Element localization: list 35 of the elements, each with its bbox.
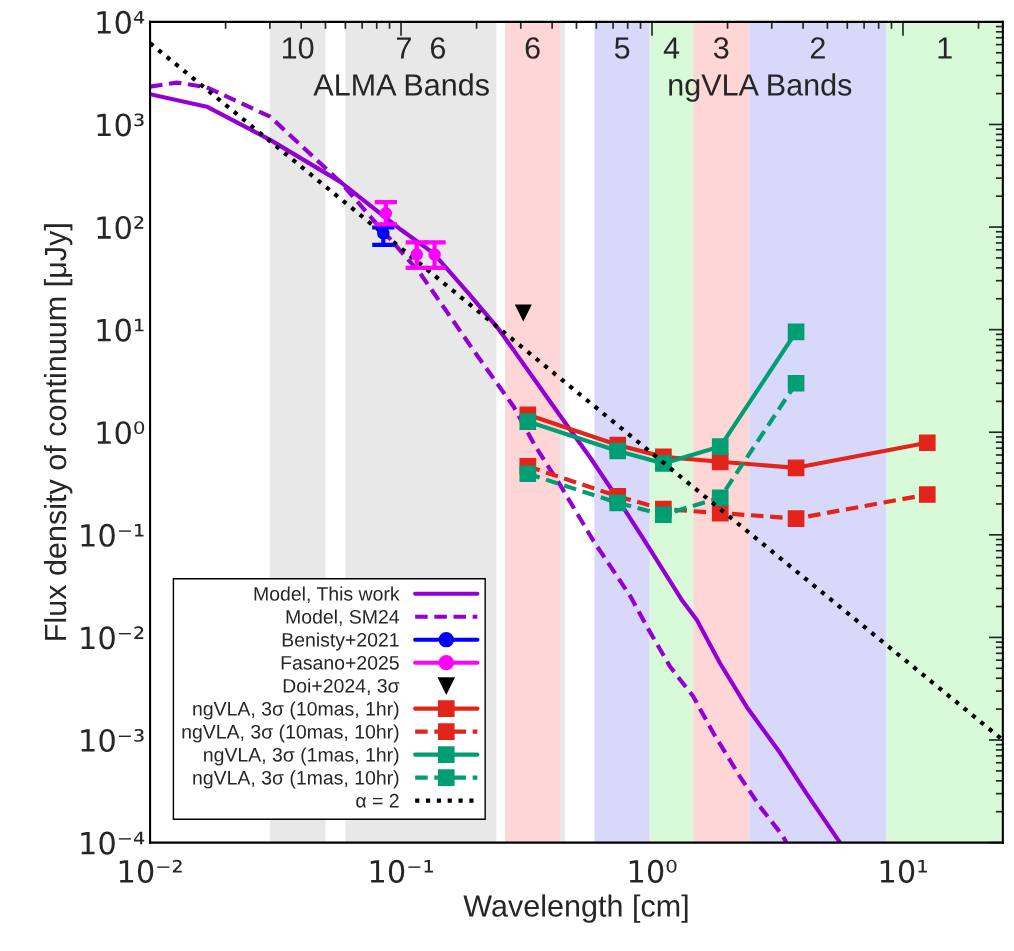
- legend-label: Model, This work: [254, 586, 400, 604]
- band-label: 7 6: [397, 37, 446, 59]
- band-label: 3: [713, 37, 729, 59]
- y-tick-label: 10⁻⁴: [81, 831, 145, 855]
- legend-label: ngVLA, 3σ (1mas, 10hr): [193, 770, 399, 789]
- band-label: 6: [525, 37, 540, 59]
- band-label: 4: [663, 37, 680, 59]
- y-tick-label: 10³: [97, 113, 144, 137]
- x-tick-label: 10⁻¹: [370, 859, 433, 883]
- legend-label: ngVLA, 3σ (10mas, 1hr): [193, 701, 399, 720]
- x-axis-title: Wavelength [cm]: [463, 894, 688, 923]
- y-tick-label: 10⁰: [97, 421, 145, 445]
- legend-label: Fasano+2025: [281, 655, 399, 670]
- x-tick-label: 10⁰: [629, 859, 677, 883]
- y-tick-label: 10⁻³: [81, 728, 144, 753]
- y-axis-title: Flux density of continuum [μJy]: [43, 224, 73, 640]
- x-tick-label: 10⁻²: [119, 859, 182, 883]
- y-tick-label: 10⁻²: [81, 626, 144, 650]
- annotation: ALMA Bands: [313, 73, 489, 96]
- y-tick-label: 10²: [97, 215, 144, 240]
- y-tick-label: 10⁴: [97, 10, 145, 34]
- band-label: 1: [938, 37, 952, 59]
- y-tick-label: 10¹: [97, 318, 144, 342]
- legend-label: ngVLA, 3σ (1mas, 1hr): [204, 747, 399, 766]
- legend-label: Doi+2024, 3σ: [283, 678, 400, 695]
- legend-label: α = 2: [356, 793, 399, 808]
- legend-label: Benisty+2021: [282, 632, 399, 651]
- legend-label: ngVLA, 3σ (10mas, 10hr): [182, 724, 399, 743]
- annotation: ngVLA Bands: [669, 73, 852, 102]
- band-label: 10: [282, 37, 314, 59]
- band-label: 2: [810, 37, 825, 59]
- y-tick-label: 10⁻¹: [81, 523, 144, 547]
- legend-label: Model, SM24: [286, 609, 400, 627]
- x-tick-label: 10¹: [880, 859, 927, 883]
- band-label: 5: [614, 37, 630, 59]
